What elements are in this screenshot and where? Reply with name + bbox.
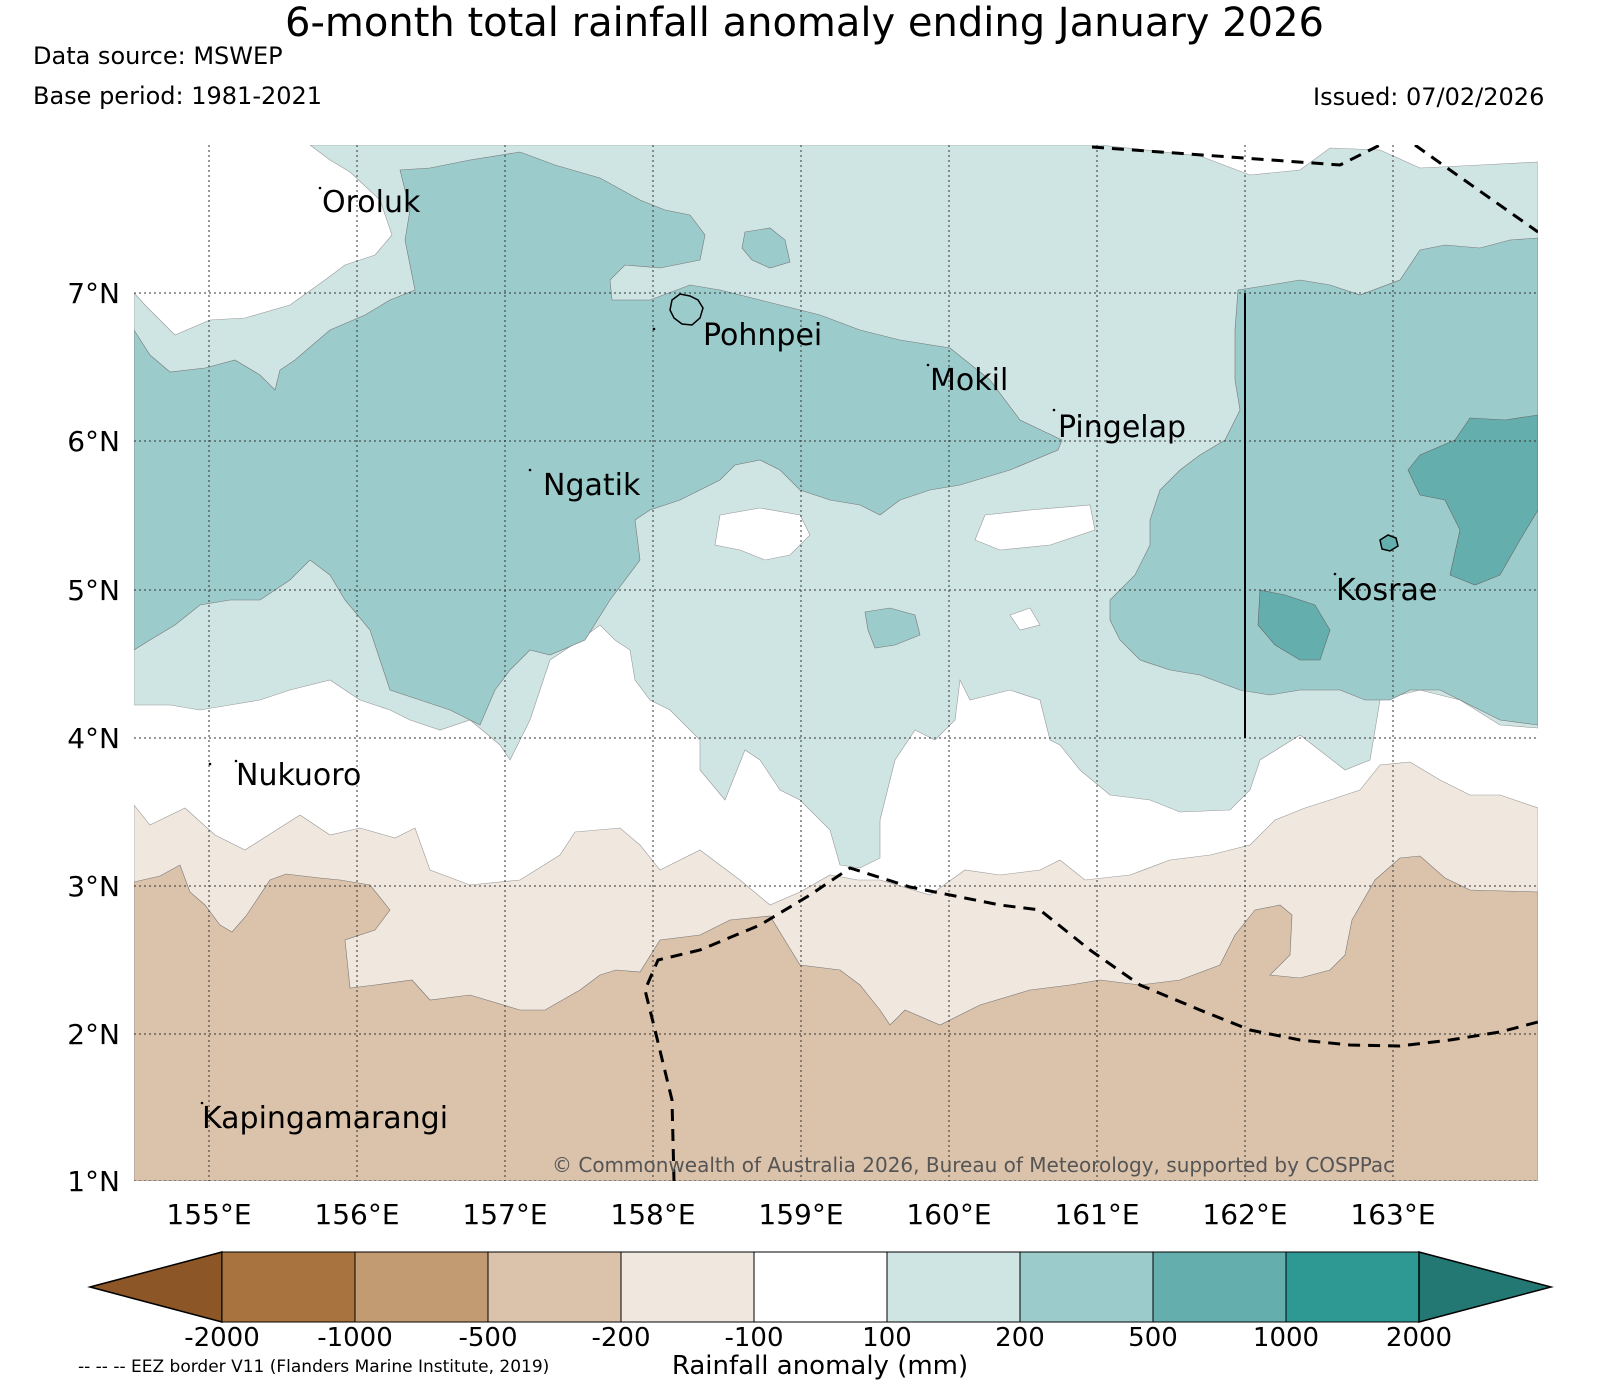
lon-label-161e: 161°E <box>1054 1198 1139 1231</box>
colorbar-title: Rainfall anomaly (mm) <box>672 1351 968 1380</box>
wet-strong-patch <box>1407 414 1538 586</box>
colorbar-swatch <box>1152 1251 1287 1323</box>
lat-label-2n: 2°N <box>67 1018 120 1051</box>
data-source: Data source: MSWEP <box>33 42 283 70</box>
island-label-kosrae: Kosrae <box>1336 573 1437 608</box>
kosrae-outline <box>1379 534 1399 552</box>
colorbar-swatch <box>1019 1251 1154 1323</box>
island-label-oroluk: Oroluk <box>322 185 421 220</box>
colorbar-low-extend <box>87 1251 223 1323</box>
colorbar-swatch <box>354 1251 489 1323</box>
neutral-hole-2 <box>974 504 1096 551</box>
lat-label-1n: 1°N <box>67 1165 120 1198</box>
wet-strong-patch-2 <box>1257 589 1331 661</box>
base-period: Base period: 1981-2021 <box>33 82 323 110</box>
island-label-kapingamarangi: Kapingamarangi <box>202 1101 448 1136</box>
island-label-pohnpei: Pohnpei <box>703 318 822 353</box>
lon-label-155e: 155°E <box>166 1198 251 1231</box>
lon-label-160e: 160°E <box>906 1198 991 1231</box>
neutral-hole-3 <box>1009 607 1041 631</box>
map-title: 6-month total rainfall anomaly ending Ja… <box>285 0 1324 46</box>
lat-label-5n: 5°N <box>67 574 120 607</box>
colorbar-tick: -100 <box>724 1323 783 1353</box>
lat-label-7n: 7°N <box>67 277 120 310</box>
colorbar-swatch <box>1285 1251 1420 1323</box>
lon-label-158e: 158°E <box>610 1198 695 1231</box>
dry-band <box>134 855 1538 1181</box>
colorbar-swatch <box>886 1251 1021 1323</box>
graticule <box>134 145 1538 1181</box>
wet-patch-small <box>864 607 921 649</box>
island-label-mokil: Mokil <box>930 363 1008 398</box>
colorbar: -2000 -1000 -500 -200 -100 100 200 500 1… <box>87 1251 1554 1380</box>
neutral-hole-1 <box>714 507 811 561</box>
colorbar-tick: 500 <box>1128 1323 1178 1353</box>
colorbar-swatch <box>221 1251 356 1323</box>
wet-band-east <box>1109 237 1538 726</box>
lat-label-4n: 4°N <box>67 722 120 755</box>
colorbar-tick: -1000 <box>317 1323 393 1353</box>
island-label-ngatik: Ngatik <box>543 468 641 503</box>
eez-border <box>643 145 1538 1181</box>
island-label-pingelap: Pingelap <box>1058 410 1186 445</box>
wet-patch-north <box>741 227 791 269</box>
lon-label-159e: 159°E <box>758 1198 843 1231</box>
colorbar-tick: 1000 <box>1253 1323 1319 1353</box>
pohnpei-outline <box>669 293 704 326</box>
colorbar-swatch <box>620 1251 755 1323</box>
colorbar-tick: 100 <box>862 1323 912 1353</box>
colorbar-tick: -500 <box>458 1323 517 1353</box>
colorbar-swatch <box>487 1251 622 1323</box>
island-markers <box>200 186 1337 1105</box>
issued-date: Issued: 07/02/2026 <box>1313 83 1545 111</box>
colorbar-tick: -2000 <box>184 1323 260 1353</box>
lon-label-163e: 163°E <box>1350 1198 1435 1231</box>
colorbar-high-extend <box>1418 1251 1554 1323</box>
lat-label-6n: 6°N <box>67 425 120 458</box>
wet-band <box>134 151 1063 726</box>
lat-label-3n: 3°N <box>67 870 120 903</box>
eez-legend-note: -- -- -- EEZ border V11 (Flanders Marine… <box>78 1357 549 1377</box>
lon-label-157e: 157°E <box>462 1198 547 1231</box>
colorbar-tick: 2000 <box>1386 1323 1452 1353</box>
colorbar-tick: -200 <box>591 1323 650 1353</box>
lon-label-162e: 162°E <box>1202 1198 1287 1231</box>
colorbar-tick: 200 <box>995 1323 1045 1353</box>
colorbar-swatch <box>753 1251 888 1323</box>
island-label-nukuoro: Nukuoro <box>236 758 361 793</box>
map-plot-area <box>134 145 1538 1181</box>
copyright-notice: © Commonwealth of Australia 2026, Bureau… <box>552 1153 1394 1177</box>
lon-label-156e: 156°E <box>314 1198 399 1231</box>
